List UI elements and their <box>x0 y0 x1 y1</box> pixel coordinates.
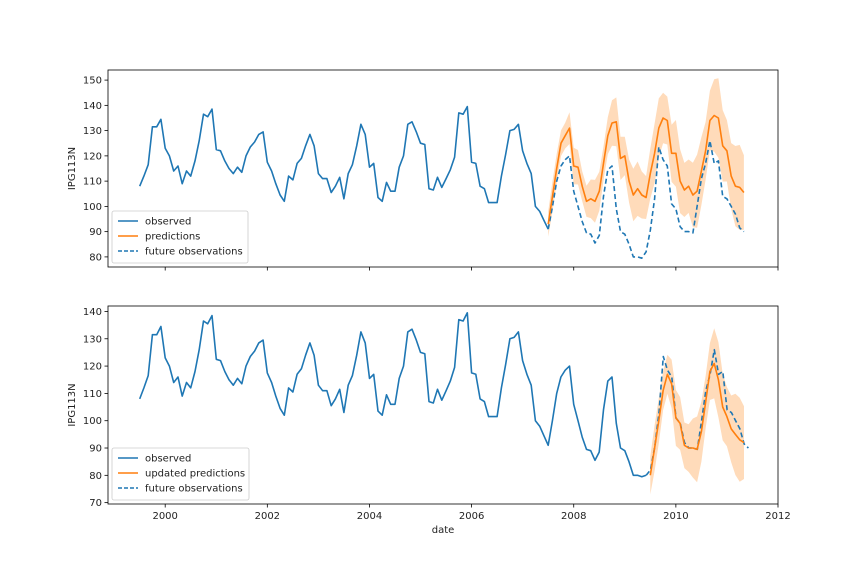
y-tick-label: 120 <box>83 362 102 373</box>
updated-predictions-line <box>649 362 745 476</box>
y-tick-label: 130 <box>83 126 102 137</box>
y-tick-label: 90 <box>89 444 102 455</box>
legend-entry: updated predictions <box>145 469 245 480</box>
y-tick-label: 70 <box>89 498 102 509</box>
legend-entry: future observations <box>145 484 243 495</box>
panel-bottom: 70 80 90 100 110 120 130 140 2000 2002 2004 2006 200… <box>67 305 791 536</box>
future-observations-line <box>547 139 745 260</box>
observed-line <box>138 105 549 230</box>
panel-top: 80 90 100 110 120 130 140 150 IPG113N observed pre… <box>67 69 779 271</box>
prediction-interval-band <box>548 78 744 237</box>
legend-entry: observed <box>145 217 191 228</box>
axes-frame <box>107 305 779 505</box>
y-tick-label: 140 <box>83 101 102 112</box>
x-axis-label: date <box>432 525 455 536</box>
prediction-interval-band <box>650 328 744 495</box>
x-tick-label: 2002 <box>255 511 280 522</box>
y-axis-label: IPG113N <box>67 383 78 426</box>
y-tick-label: 140 <box>83 307 102 318</box>
y-tick-label: 80 <box>89 252 102 263</box>
y-tick-label: 100 <box>83 202 102 213</box>
y-tick-label: 150 <box>83 76 102 87</box>
observed-line <box>138 311 647 478</box>
x-tick-label: 2008 <box>561 511 586 522</box>
predictions-line <box>547 114 745 225</box>
y-tick-label: 110 <box>83 177 102 188</box>
x-tick-label: 2000 <box>152 511 177 522</box>
legend-entry: future observations <box>145 247 243 258</box>
y-axis-label: IPG113N <box>67 147 78 190</box>
y-tick-label: 80 <box>89 471 102 482</box>
legend-entry: predictions <box>145 232 200 243</box>
legend-box <box>111 210 249 264</box>
legend: observed predictions future observations <box>111 210 249 264</box>
y-tick-label: 110 <box>83 389 102 400</box>
x-tick-label: 2012 <box>765 511 790 522</box>
axes-frame <box>107 69 779 268</box>
legend: observed updated predictions future observ… <box>111 447 250 501</box>
y-tick-label: 100 <box>83 416 102 427</box>
x-tick-label: 2004 <box>357 511 382 522</box>
y-tick-label: 120 <box>83 151 102 162</box>
x-tick-label: 2010 <box>663 511 688 522</box>
x-tick-label: 2006 <box>459 511 484 522</box>
y-tick-label: 90 <box>89 227 102 238</box>
legend-box <box>111 447 250 501</box>
y-tick-label: 130 <box>83 334 102 345</box>
legend-entry: observed <box>145 454 191 465</box>
